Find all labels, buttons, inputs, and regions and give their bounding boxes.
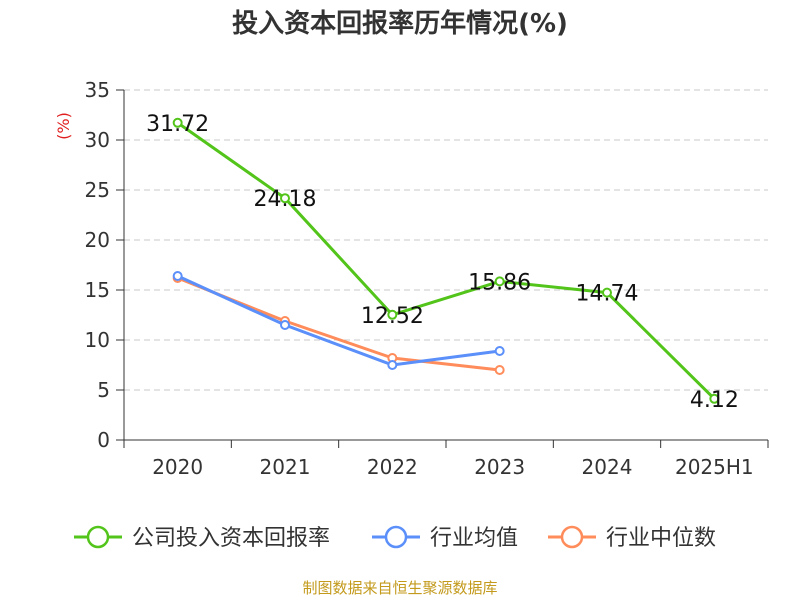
data-point (494, 276, 505, 287)
data-point (172, 117, 183, 128)
y-tick-label: 10 (85, 328, 110, 352)
x-tick-label: 2021 (260, 455, 311, 479)
axes: 0 5 10 15 20 25 30 35 2020 2021 2022 2023 2024 2025H1 (85, 78, 769, 479)
legend-marker (560, 525, 584, 549)
series (172, 117, 720, 404)
x-tick-label: 2025H1 (675, 455, 754, 479)
legend[interactable]: 公司投入资本回报率 行业均值 行业中位数 (74, 525, 716, 551)
y-tick-label: 30 (85, 128, 110, 152)
legend-item[interactable]: 行业均值 (372, 525, 518, 551)
data-point (172, 271, 183, 281)
legend-label: 公司投入资本回报率 (132, 526, 330, 551)
y-tick-label: 20 (85, 228, 110, 252)
legend-item[interactable]: 行业中位数 (548, 525, 716, 551)
series-line (176, 121, 716, 400)
source-note: 制图数据来自恒生聚源数据库 (302, 579, 498, 597)
y-tick-label: 15 (85, 278, 110, 302)
y-tick-label: 0 (97, 428, 110, 452)
y-tick-label: 35 (85, 78, 110, 102)
chart-title: 投入资本回报率历年情况(%) (232, 9, 568, 39)
data-label: 4.12 (690, 388, 739, 413)
y-tick-label: 5 (97, 378, 110, 402)
data-point (387, 360, 398, 370)
data-label: 14.74 (576, 282, 639, 307)
series-line (177, 274, 500, 367)
data-point (602, 287, 612, 298)
data-point (280, 320, 290, 330)
x-tick-label: 2022 (367, 455, 418, 479)
legend-marker (86, 525, 110, 549)
data-point (709, 393, 720, 404)
legend-label: 行业中位数 (606, 526, 716, 551)
y-tick-label: 25 (85, 178, 110, 202)
data-point (494, 346, 505, 356)
data-point (494, 365, 505, 375)
legend-marker (384, 525, 408, 549)
legend-item[interactable]: 公司投入资本回报率 (74, 525, 330, 551)
data-label: 31.72 (146, 112, 209, 137)
data-label: 15.86 (468, 270, 531, 295)
data-label: 12.52 (361, 304, 424, 329)
x-tick-label: 2024 (582, 455, 633, 479)
x-tick-label: 2023 (474, 455, 525, 479)
x-tick-label: 2020 (152, 455, 203, 479)
y-axis-title: (%) (54, 112, 73, 140)
legend-label: 行业均值 (430, 526, 518, 551)
data-point (280, 193, 290, 204)
data-label: 24.18 (254, 187, 317, 212)
data-point (387, 309, 398, 320)
data-labels: 31.72 24.18 12.52 15.86 14.74 4.12 (146, 112, 739, 413)
gridlines (124, 89, 768, 391)
